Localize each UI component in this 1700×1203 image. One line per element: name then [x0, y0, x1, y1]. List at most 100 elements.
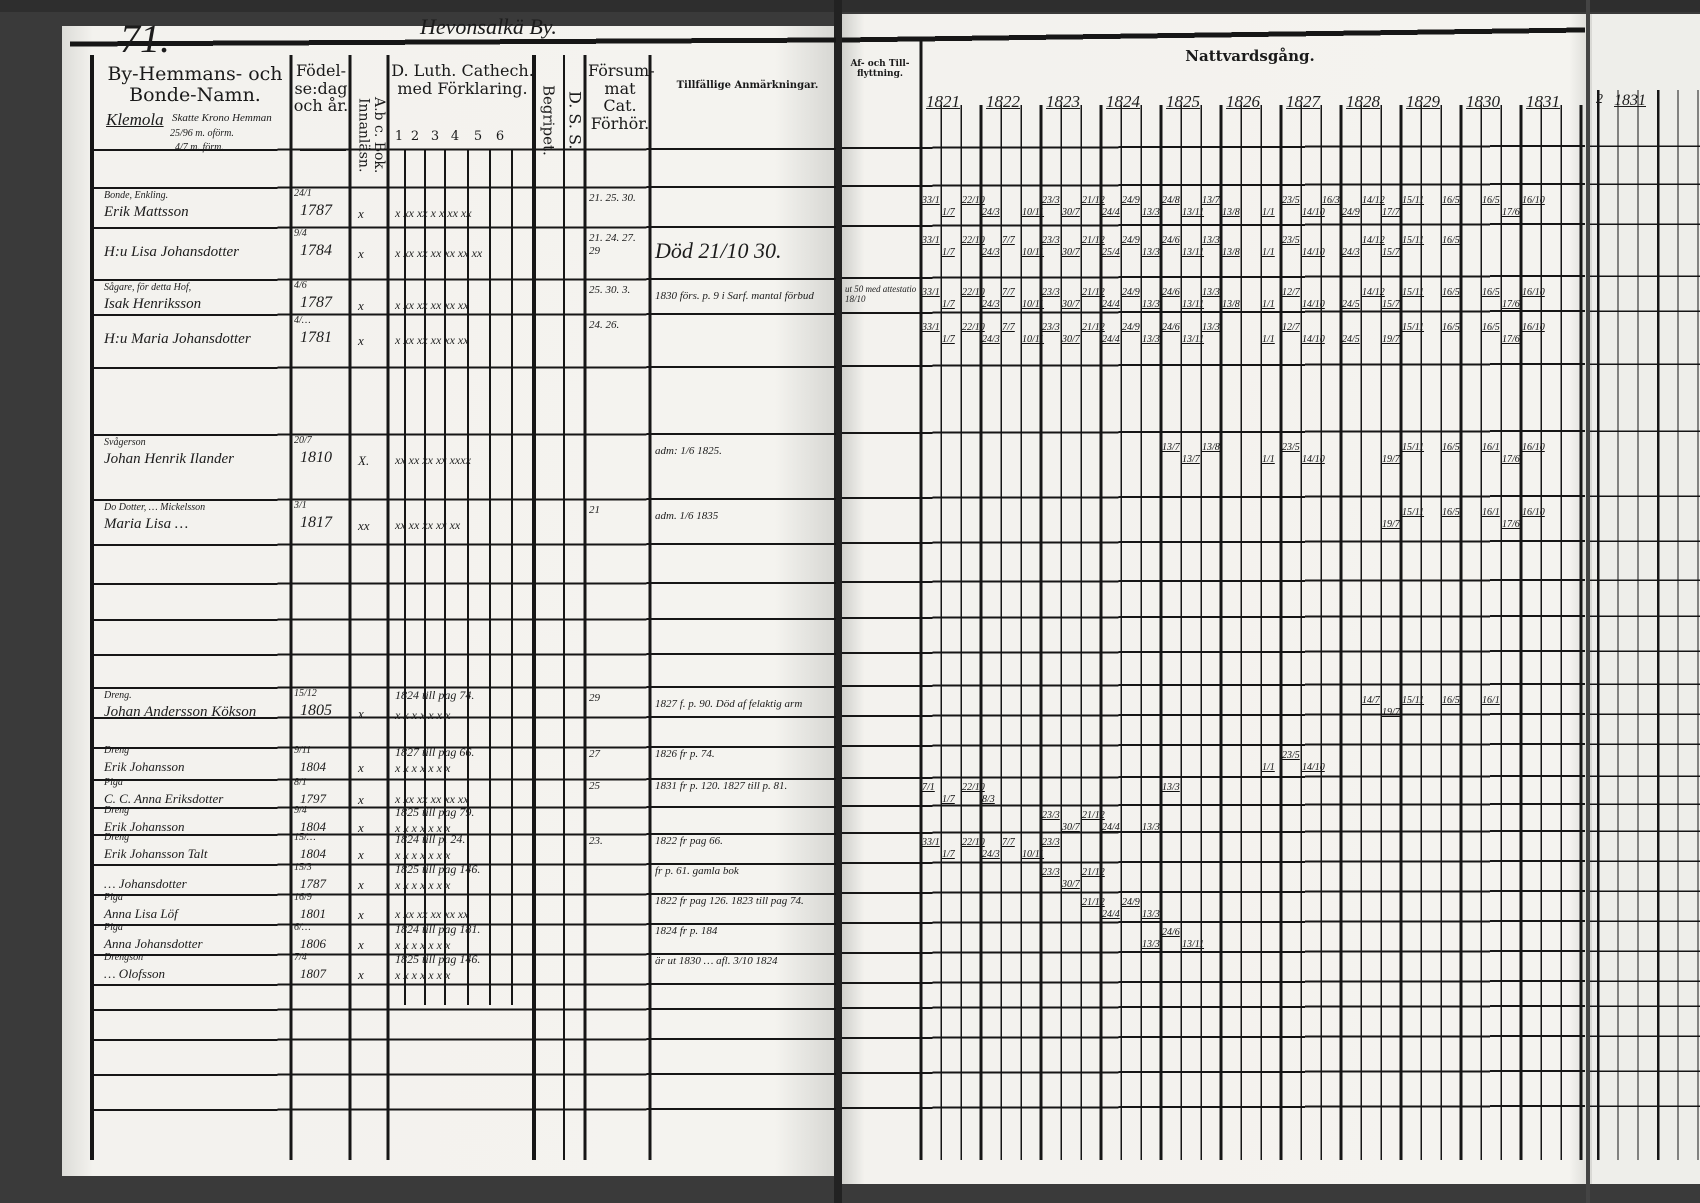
remark: fr p. 61. gamla bok: [655, 865, 739, 877]
abc-reading: x: [358, 333, 364, 348]
header-begripet: Begripet.: [539, 84, 558, 156]
row-rule: [91, 953, 837, 956]
communion-date: 24/9: [1122, 322, 1140, 333]
communion-date: 17/6: [1502, 519, 1520, 530]
forsummat: 24. 26.: [589, 319, 620, 331]
occupation: Bonde, Enkling.: [104, 190, 169, 201]
catechism-note: 1825 till pag 79.: [395, 805, 475, 819]
communion-date: 24/9: [1342, 207, 1360, 218]
communion-date: 16/10: [1522, 442, 1545, 453]
communion-date: 1/7: [942, 334, 955, 345]
communion-date: 1/7: [942, 207, 955, 218]
header-birth: Födel-se:dag och år.: [293, 61, 349, 116]
person-name: Erik Mattsson: [104, 204, 189, 220]
communion-date: 13/3: [1142, 822, 1160, 833]
strip-year: 1831: [1614, 92, 1646, 109]
catechism-marks: x x x x x x x: [395, 821, 451, 835]
communion-date: 13/8: [1202, 442, 1220, 453]
row-rule: [91, 366, 837, 369]
village-name: Hevonsalkä By.: [420, 14, 557, 39]
catechism-subheader: 5: [473, 129, 483, 144]
communion-date: 21/12: [1082, 810, 1105, 821]
communion-date: 23/3: [1042, 837, 1060, 848]
communion-year: 1829: [1406, 92, 1440, 111]
communion-date: 22/10: [962, 195, 985, 206]
communion-date: 13/11: [1182, 207, 1205, 218]
occupation: Piga: [104, 922, 123, 933]
communion-date: 14/10: [1302, 762, 1325, 773]
communion-date: 16/5: [1442, 235, 1460, 246]
communion-date: 30/7: [1062, 879, 1080, 890]
birth-day: 9/11: [294, 745, 312, 756]
abc-reading: x: [358, 246, 364, 261]
catechism-marks: x xx xx xx xx xx xx: [395, 246, 483, 260]
communion-date: 14/12: [1362, 235, 1385, 246]
catechism-marks: x x x x x x x: [395, 938, 451, 952]
communion-date: 15/11: [1402, 287, 1425, 298]
communion-date: 23/3: [1042, 322, 1060, 333]
birth-year: 1804: [300, 819, 326, 834]
communion-date: 24/4: [1102, 822, 1120, 833]
birth-day: 3/1: [294, 500, 307, 511]
communion-date: 25/4: [1102, 247, 1120, 258]
row-rule: [91, 1038, 837, 1041]
row-rule: [91, 543, 837, 546]
remark: 1822 fr pag 66.: [655, 835, 723, 847]
communion-date: 23/3: [1042, 235, 1060, 246]
person-name: H:u Lisa Johansdotter: [104, 244, 239, 260]
communion-year: 1831: [1526, 92, 1560, 111]
communion-date: 13/11: [1182, 247, 1205, 258]
birth-year: 1787: [300, 876, 326, 891]
abc-reading: x: [358, 820, 364, 835]
person-name: H:u Maria Johansdotter: [104, 331, 251, 347]
communion-date: 7/1: [922, 782, 935, 793]
communion-date: 13/7: [1202, 195, 1220, 206]
communion-year: 1825: [1166, 92, 1200, 111]
catechism-marks: x x x x x x x: [395, 848, 451, 862]
communion-date: 17/6: [1502, 207, 1520, 218]
communion-date: 16/5: [1482, 322, 1500, 333]
communion-date: 14/7: [1362, 695, 1380, 706]
communion-date: 13/3: [1202, 235, 1220, 246]
catechism-subheader: 3: [430, 129, 440, 144]
catechism-marks: x x x x x x x: [395, 968, 451, 982]
occupation: Dreng: [104, 832, 130, 843]
abc-reading: x: [358, 706, 364, 721]
row-rule: [91, 1008, 837, 1011]
communion-date: 23/3: [1042, 195, 1060, 206]
communion-date: 23/5: [1282, 235, 1300, 246]
person-name: Erik Johansson Talt: [104, 846, 208, 861]
row-rule: [841, 803, 1586, 807]
birth-day: 16/9: [294, 892, 312, 903]
communion-date: 30/7: [1062, 207, 1080, 218]
communion-date: 17/7: [1382, 207, 1400, 218]
birth-day: 6/…: [294, 922, 311, 933]
communion-date: 15/11: [1402, 322, 1425, 333]
communion-date: 16/5: [1442, 322, 1460, 333]
birth-day: 24/1: [294, 188, 312, 199]
remark: 1824 fr p. 184: [655, 925, 718, 937]
remark: 1827 f. p. 90. Död af felaktig arm: [655, 698, 803, 710]
person-name: Maria Lisa …: [104, 516, 189, 532]
catechism-note: 1825 till pag 146.: [395, 952, 481, 966]
communion-date: 24/6: [1162, 287, 1180, 298]
communion-date: 15/11: [1402, 235, 1425, 246]
birth-year: 1801: [300, 906, 326, 921]
row-rule: [841, 830, 1586, 834]
row-rule: [841, 860, 1586, 864]
birth-year: 1807: [300, 966, 326, 981]
communion-date: 23/3: [1042, 287, 1060, 298]
birth-day: 15/3: [294, 862, 312, 873]
communion-date: 16/1: [1482, 695, 1500, 706]
row-rule: [841, 495, 1586, 499]
person-name: Johan Andersson Kökson: [104, 704, 257, 720]
row-rule: [841, 650, 1586, 654]
row-rule: [841, 683, 1586, 687]
communion-date: 1/1: [1262, 247, 1275, 258]
communion-date: 23/3: [1042, 867, 1060, 878]
row-rule: [841, 950, 1586, 954]
communion-date: 1/7: [942, 247, 955, 258]
communion-date: 16/5: [1442, 507, 1460, 518]
communion-date: 13/11: [1182, 299, 1205, 310]
communion-date: 14/10: [1302, 247, 1325, 258]
